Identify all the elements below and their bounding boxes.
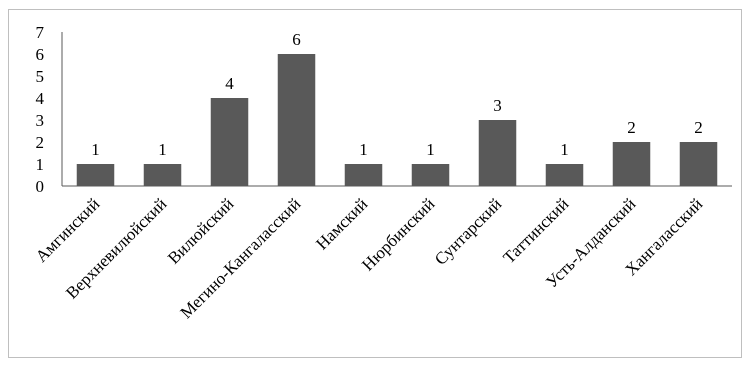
data-label: 2 [627, 118, 636, 137]
bar [345, 164, 383, 186]
y-tick-label: 1 [36, 155, 45, 174]
y-tick-label: 0 [36, 177, 45, 196]
category-labels: АмгинскийВерхневилюйскийВилюйскийМегино-… [32, 194, 707, 322]
y-tick-labels: 0 1 2 3 4 5 6 7 [36, 23, 45, 196]
bar [613, 142, 651, 186]
bar [479, 120, 517, 186]
category-label: Вилюйский [164, 194, 237, 267]
category-label: Нюрбинский [358, 194, 438, 274]
data-label: 6 [292, 30, 301, 49]
category-label: Амгинский [32, 194, 104, 266]
bar [546, 164, 584, 186]
y-tick-label: 3 [36, 111, 45, 130]
y-tick-label: 7 [36, 23, 45, 42]
data-label: 1 [91, 140, 100, 159]
bar [211, 98, 249, 186]
data-labels: 1 1 4 6 1 1 3 1 2 2 [91, 30, 703, 159]
bar [680, 142, 718, 186]
y-tick-label: 5 [36, 67, 45, 86]
data-label: 3 [493, 96, 502, 115]
y-tick-label: 4 [36, 89, 45, 108]
category-label: Намский [312, 194, 371, 253]
y-tick-label: 6 [36, 45, 45, 64]
chart-bars [77, 54, 718, 186]
data-label: 2 [694, 118, 703, 137]
category-label: Таттинский [499, 194, 572, 267]
category-label: Мегино-Кангаласский [177, 194, 305, 322]
bar [144, 164, 182, 186]
bar [77, 164, 115, 186]
y-tick-label: 2 [36, 133, 45, 152]
bar [278, 54, 316, 186]
data-label: 1 [359, 140, 368, 159]
data-label: 1 [560, 140, 569, 159]
data-label: 4 [225, 74, 234, 93]
category-label: Сунтарский [431, 194, 505, 268]
data-label: 1 [426, 140, 435, 159]
data-label: 1 [158, 140, 167, 159]
bar [412, 164, 450, 186]
